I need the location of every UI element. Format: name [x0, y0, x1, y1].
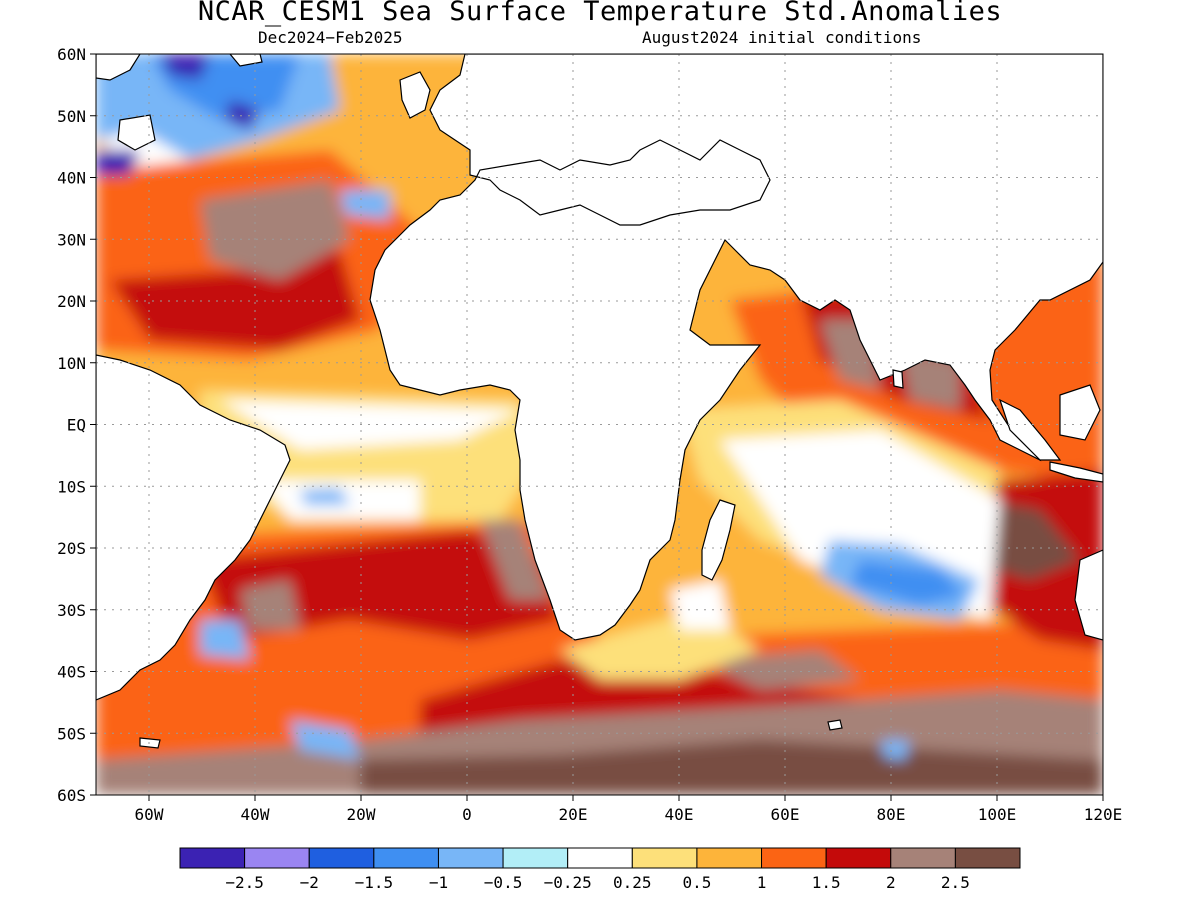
colorbar-swatch: [244, 847, 310, 869]
australia: [1074, 549, 1103, 641]
lon-tick-label: 80E: [877, 805, 906, 824]
lat-tick-label: 30S: [57, 601, 86, 620]
land-masks: [96, 54, 1103, 749]
colorbar-label: 0.5: [682, 873, 711, 892]
madagascar: [701, 499, 736, 581]
colorbar-label: 0.25: [613, 873, 652, 892]
colorbar-label: −2.5: [225, 873, 264, 892]
colorbar-label: −2: [300, 873, 319, 892]
colorbar-label: −0.5: [484, 873, 523, 892]
java: [1049, 461, 1103, 483]
gridlines: [96, 54, 1103, 795]
sri-lanka: [892, 369, 904, 389]
sumatra: [998, 398, 1062, 461]
colorbar-swatch: [308, 847, 375, 869]
falkland-islands: [139, 737, 161, 749]
colorbar-swatch: [179, 847, 246, 869]
lon-tick-label: 40W: [241, 805, 270, 824]
colorbar-label: 1.5: [812, 873, 841, 892]
lat-tick-label: 60N: [57, 45, 86, 64]
forecast-period: Dec2024−Feb2025: [258, 28, 403, 47]
lon-tick-label: 20W: [347, 805, 376, 824]
colorbar-swatch: [761, 847, 827, 869]
lat-tick-label: EQ: [67, 416, 86, 435]
lat-tick-label: 40N: [57, 169, 86, 188]
lon-tick-label: 20E: [559, 805, 588, 824]
anomaly-field: [96, 54, 1103, 795]
british-isles: [399, 71, 431, 119]
latitude-labels: 60N 50N 40N 30N 20N 10N EQ 10S 20S 30S 40S 50S 60S: [57, 45, 96, 805]
lat-tick-label: 60S: [57, 786, 86, 805]
lat-tick-label: 20N: [57, 292, 86, 311]
lat-tick-label: 30N: [57, 230, 86, 249]
lat-tick-label: 40S: [57, 663, 86, 682]
lon-tick-label: 100E: [978, 805, 1017, 824]
colorbar: −2.5 −2 −1.5 −1 −0.5 −0.25 0.25 0.5 1 1.5 2 2.5: [179, 847, 1021, 892]
lat-tick-label: 20S: [57, 539, 86, 558]
colorbar-swatch: [696, 847, 763, 869]
colorbar-swatch: [437, 847, 504, 869]
iceland: [229, 54, 263, 67]
colorbar-label: 2.5: [941, 873, 970, 892]
kerguelen-islands: [827, 719, 843, 731]
longitude-labels: 60W 40W 20W 0 20E 40E 60E 80E 100E 120E: [135, 795, 1123, 824]
colorbar-swatch: [373, 847, 439, 869]
lon-tick-label: 0: [462, 805, 472, 824]
colorbar-swatch: [567, 847, 633, 869]
lon-tick-label: 40E: [665, 805, 694, 824]
colorbar-swatch: [825, 847, 892, 869]
chart-title: NCAR_CESM1 Sea Surface Temperature Std.A…: [197, 0, 1003, 27]
africa-europe-asia-landmass: [369, 54, 1103, 641]
colorbar-swatch: [890, 847, 956, 869]
lat-tick-label: 10S: [57, 477, 86, 496]
lon-tick-label: 60E: [771, 805, 800, 824]
colorbar-label: 1: [757, 873, 767, 892]
colorbar-label: −0.25: [544, 873, 592, 892]
lat-tick-label: 50N: [57, 107, 86, 126]
greenland-tip: [96, 54, 141, 81]
south-america: [96, 354, 291, 701]
colorbar-swatch: [954, 847, 1021, 869]
colorbar-label: −1: [429, 873, 448, 892]
colorbar-swatch: [631, 847, 698, 869]
borneo: [1059, 384, 1101, 441]
colorbar-label: −1.5: [355, 873, 394, 892]
lat-tick-label: 50S: [57, 724, 86, 743]
colorbar-label: 2: [886, 873, 896, 892]
lon-tick-label: 60W: [135, 805, 164, 824]
initial-conditions: August2024 initial conditions: [642, 28, 922, 47]
colorbar-swatch: [502, 847, 569, 869]
lon-tick-label: 120E: [1084, 805, 1123, 824]
lat-tick-label: 10N: [57, 354, 86, 373]
